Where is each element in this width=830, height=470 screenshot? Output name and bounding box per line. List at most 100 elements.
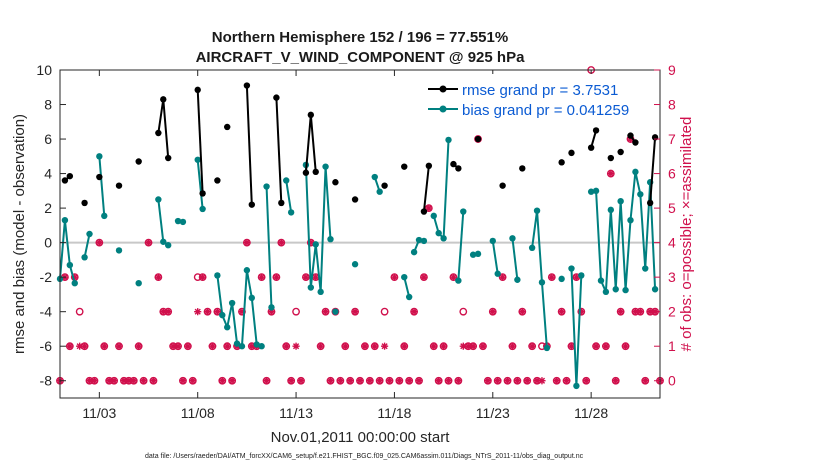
obs-assimilated-marker bbox=[317, 342, 325, 350]
obs-assimilated-marker bbox=[440, 342, 448, 350]
rmse-point bbox=[243, 82, 251, 89]
bias-point bbox=[637, 191, 644, 198]
obs-assimilated-marker bbox=[144, 239, 153, 247]
rmse-point bbox=[164, 154, 172, 162]
obs-assimilated-marker bbox=[444, 377, 453, 385]
obs-assimilated-marker bbox=[405, 377, 413, 385]
obs-assimilated-marker bbox=[228, 377, 236, 385]
obs-assimilated-marker bbox=[607, 169, 615, 178]
bias-point bbox=[199, 205, 206, 213]
bias-point bbox=[543, 344, 551, 352]
obs-assimilated-marker bbox=[533, 377, 541, 385]
obs-possible-marker bbox=[75, 307, 84, 316]
bias-point bbox=[509, 235, 516, 242]
obs-assimilated-marker bbox=[341, 342, 349, 350]
obs-assimilated-marker bbox=[302, 273, 310, 281]
bias-point bbox=[597, 277, 605, 284]
obs-assimilated-marker bbox=[258, 273, 266, 281]
rmse-point bbox=[401, 163, 408, 170]
obs-assimilated-marker bbox=[459, 342, 467, 350]
obs-assimilated-marker bbox=[449, 273, 458, 281]
obs-assimilated-marker bbox=[513, 377, 521, 385]
bias-point bbox=[533, 207, 541, 214]
obs-possible-marker bbox=[380, 307, 389, 316]
obs-assimilated-marker bbox=[272, 273, 280, 281]
obs-assimilated-marker bbox=[223, 342, 231, 350]
rmse-point bbox=[115, 182, 123, 189]
obs-assimilated-marker bbox=[621, 342, 630, 350]
obs-assimilated-marker bbox=[169, 342, 177, 350]
rmse-point bbox=[312, 168, 319, 176]
bias-point bbox=[101, 212, 108, 220]
obs-assimilated-marker bbox=[292, 342, 300, 350]
bias-point bbox=[405, 293, 413, 301]
bias-point bbox=[164, 242, 172, 249]
bias-point bbox=[179, 218, 187, 226]
bias-point bbox=[214, 272, 221, 279]
rmse-line-segment bbox=[649, 137, 657, 204]
y-tick-label-left: 0 bbox=[44, 235, 52, 251]
bias-point bbox=[228, 299, 236, 307]
bias-point bbox=[602, 288, 610, 296]
bias-point bbox=[455, 277, 462, 284]
rmse-line-segment bbox=[422, 165, 430, 212]
rmse-point bbox=[332, 179, 339, 186]
obs-assimilated-marker bbox=[617, 308, 625, 316]
bias-point bbox=[651, 286, 659, 293]
obs-assimilated-marker bbox=[366, 377, 374, 385]
obs-assimilated-marker bbox=[400, 342, 408, 350]
rmse-point bbox=[381, 182, 388, 189]
bias-line-segment bbox=[265, 186, 273, 308]
bias-point bbox=[642, 265, 649, 272]
obs-assimilated-marker bbox=[582, 377, 590, 385]
obs-assimilated-marker bbox=[80, 342, 89, 350]
bias-point bbox=[96, 153, 103, 160]
bias-point bbox=[283, 177, 290, 184]
obs-assimilated-marker bbox=[287, 377, 295, 385]
bias-line-segment bbox=[403, 276, 411, 298]
obs-assimilated-marker bbox=[95, 239, 103, 247]
bias-line-segment bbox=[457, 211, 465, 281]
obs-assimilated-marker bbox=[636, 308, 644, 316]
obs-assimilated-marker bbox=[351, 308, 359, 316]
obs-assimilated-marker bbox=[503, 377, 512, 385]
y-tick-label-left: -4 bbox=[40, 304, 53, 320]
bias-point bbox=[474, 250, 482, 258]
obs-assimilated-marker bbox=[390, 273, 399, 281]
x-tick-label: 11/28 bbox=[574, 405, 608, 421]
bias-line-segment bbox=[98, 156, 106, 216]
bias-point bbox=[445, 136, 452, 144]
x-tick-label: 11/08 bbox=[181, 405, 215, 421]
obs-assimilated-marker bbox=[135, 342, 143, 350]
obs-assimilated-marker bbox=[454, 377, 462, 385]
obs-assimilated-marker bbox=[430, 342, 438, 350]
obs-assimilated-marker bbox=[425, 204, 433, 212]
bias-point bbox=[514, 276, 521, 283]
bias-point bbox=[632, 168, 639, 176]
obs-assimilated-marker bbox=[356, 377, 364, 385]
y-tick-label-left: -8 bbox=[40, 373, 53, 389]
bias-point bbox=[224, 324, 231, 331]
bias-point bbox=[587, 188, 595, 195]
bias-line-segment bbox=[531, 210, 548, 349]
obs-assimilated-marker bbox=[76, 342, 84, 350]
y-tick-label-right: 2 bbox=[668, 304, 676, 320]
obs-assimilated-marker bbox=[494, 377, 502, 385]
obs-assimilated-marker bbox=[184, 342, 192, 350]
x-tick-label: 11/13 bbox=[279, 405, 313, 421]
y-tick-label-right: 9 bbox=[668, 62, 676, 78]
obs-assimilated-marker bbox=[307, 239, 315, 247]
bias-point bbox=[238, 343, 246, 350]
obs-assimilated-marker bbox=[499, 273, 507, 281]
obs-assimilated-marker bbox=[125, 377, 133, 385]
x-axis-label: Nov.01,2011 00:00:00 start bbox=[271, 429, 451, 446]
x-tick-label: 11/03 bbox=[82, 405, 116, 421]
bias-point bbox=[528, 244, 536, 252]
bias-point bbox=[627, 216, 634, 224]
bias-line-segment bbox=[83, 233, 91, 258]
obs-assimilated-marker bbox=[562, 377, 571, 385]
rmse-point bbox=[617, 148, 624, 156]
bias-point bbox=[538, 279, 546, 286]
bias-point bbox=[469, 251, 477, 258]
